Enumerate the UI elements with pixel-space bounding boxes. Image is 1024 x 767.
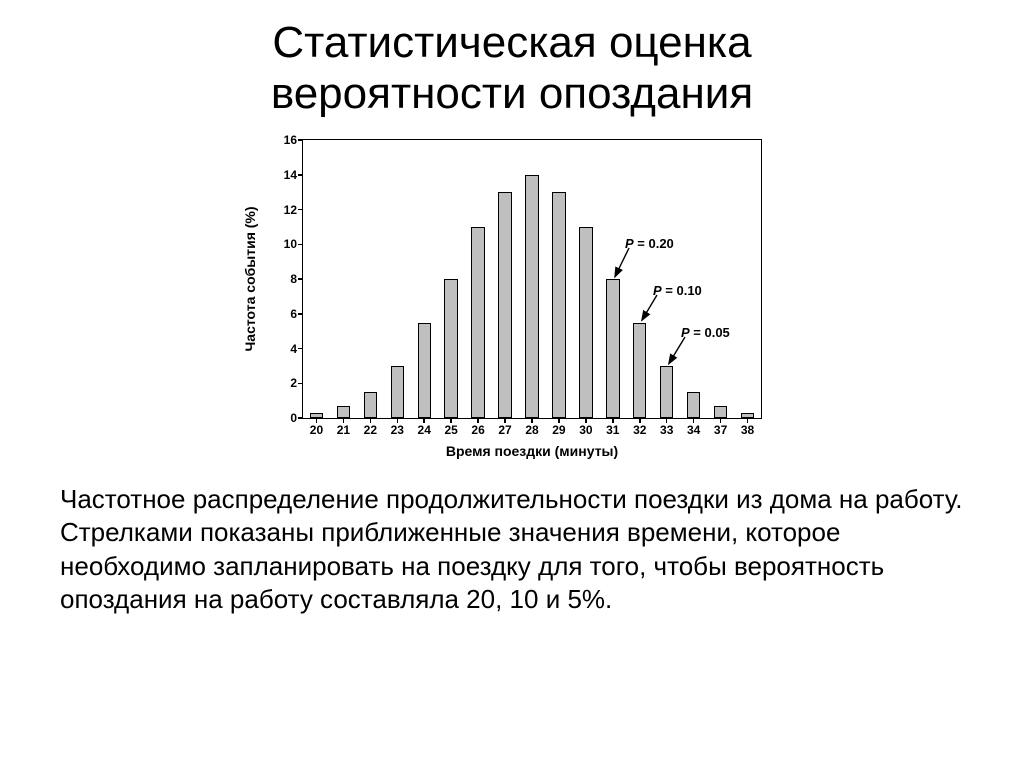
bar (391, 366, 404, 418)
x-tick-mark (316, 418, 318, 423)
y-tick-mark (298, 244, 303, 246)
x-tick-mark (747, 418, 749, 423)
x-tick-mark (639, 418, 641, 423)
bar (498, 192, 511, 418)
caption-text: Частотное распределение продолжительност… (60, 483, 964, 616)
bar (579, 227, 592, 418)
y-tick-mark (298, 139, 303, 141)
y-axis-label: Частота события (%) (242, 207, 258, 352)
title-line-2: вероятности опоздания (271, 69, 753, 118)
chart-plot-area: 0246810121416202122232425262728293031323… (302, 139, 762, 419)
y-tick-mark (298, 174, 303, 176)
y-tick-mark (298, 417, 303, 419)
y-tick-mark (298, 348, 303, 350)
y-tick-mark (298, 383, 303, 385)
title-line-1: Статистическая оценка (272, 18, 751, 67)
x-tick-mark (450, 418, 452, 423)
p-value-annotation: P = 0.05 (681, 325, 730, 340)
x-tick-mark (397, 418, 399, 423)
x-tick-mark (343, 418, 345, 423)
bar (337, 406, 350, 418)
x-tick-mark (423, 418, 425, 423)
x-tick-mark (666, 418, 668, 423)
x-tick-mark (531, 418, 533, 423)
p-value-annotation: P = 0.10 (653, 283, 702, 298)
x-tick-mark (693, 418, 695, 423)
slide: Статистическая оценка вероятности опозда… (0, 0, 1024, 767)
p-value-annotation: P = 0.20 (625, 236, 674, 251)
bar (552, 192, 565, 418)
x-tick-mark (477, 418, 479, 423)
bar (687, 392, 700, 418)
x-tick-mark (558, 418, 560, 423)
bar (525, 175, 538, 418)
x-tick-mark (504, 418, 506, 423)
bar (364, 392, 377, 418)
chart-container: Частота события (%) Время поездки (минут… (232, 129, 792, 469)
bar (606, 279, 619, 418)
bar (418, 323, 431, 419)
bar (444, 279, 457, 418)
x-axis-label: Время поездки (минуты) (446, 443, 618, 459)
bar (471, 227, 484, 418)
y-tick-mark (298, 313, 303, 315)
bar (660, 366, 673, 418)
y-tick-mark (298, 209, 303, 211)
x-tick-mark (370, 418, 372, 423)
y-tick-mark (298, 278, 303, 280)
x-tick-mark (720, 418, 722, 423)
x-tick-mark (585, 418, 587, 423)
bar (633, 323, 646, 419)
x-tick-mark (612, 418, 614, 423)
bar (714, 406, 727, 418)
plot-area (303, 140, 761, 418)
slide-title: Статистическая оценка вероятности опозда… (60, 18, 964, 119)
